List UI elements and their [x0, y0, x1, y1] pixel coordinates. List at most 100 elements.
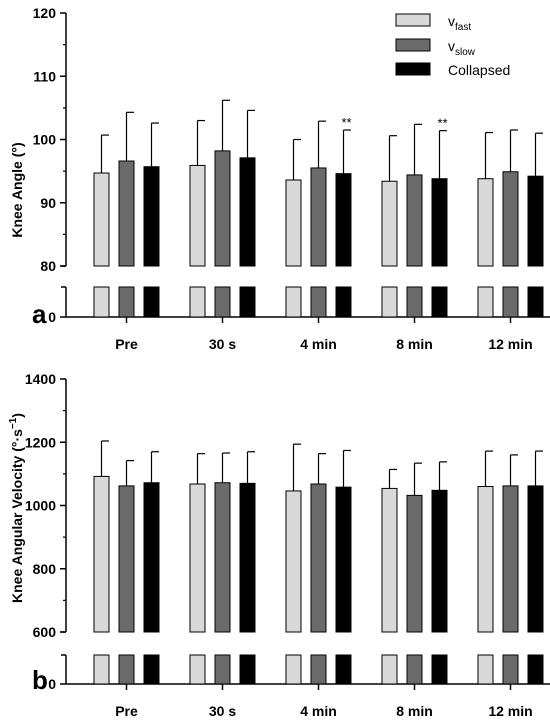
bar-stub-v-fast [477, 286, 494, 318]
bar-v-slow [118, 160, 135, 267]
legend-label-v-fast-sub: fast [455, 22, 471, 33]
bar-stub-collapsed [335, 286, 352, 318]
significance-marker: ** [341, 115, 351, 130]
y-tick-label: 80 [40, 258, 56, 274]
legend-swatch-v-slow [395, 38, 431, 52]
bar-v-slow [502, 485, 519, 633]
bar-stub-v-fast [93, 286, 110, 318]
bar-stub-v-fast [189, 654, 206, 685]
legend-label-v-slow-main: v [448, 38, 455, 54]
panel-a-y-axis-title: Knee Angle (°) [9, 142, 25, 237]
bar-v-slow [406, 494, 423, 633]
y-tick-label: 600 [33, 624, 57, 640]
bar-stub-collapsed [431, 654, 448, 685]
x-tick-label: 12 min [488, 703, 532, 719]
x-tick-label: Pre [115, 336, 138, 352]
bar-collapsed [143, 482, 160, 633]
bar-stub-collapsed [239, 654, 256, 685]
x-tick-label: 30 s [209, 336, 236, 352]
bar-stub-v-slow [214, 286, 231, 318]
bar-v-fast [93, 172, 110, 267]
legend: vfast vslow Collapsed [395, 13, 510, 78]
bar-v-fast [189, 483, 206, 633]
panel-b-y-axis-title-sup: −1 [8, 417, 19, 429]
x-tick-label: Pre [115, 703, 138, 719]
bar-stub-collapsed [527, 286, 544, 318]
bar-collapsed [143, 166, 160, 267]
bar-stub-v-slow [406, 654, 423, 685]
bar-stub-v-fast [381, 286, 398, 318]
legend-label-collapsed: Collapsed [448, 62, 510, 78]
bar-v-fast [381, 180, 398, 267]
y-tick-label-zero: 0 [48, 309, 56, 325]
legend-item-v-fast: vfast [395, 13, 471, 33]
bar-stub-v-slow [310, 654, 327, 685]
legend-swatch-v-fast [395, 13, 431, 27]
panel-b-y-axis-title-end: ) [9, 413, 25, 418]
significance-marker: ** [437, 116, 447, 131]
bar-stub-v-fast [477, 654, 494, 685]
bar-v-slow [502, 171, 519, 267]
bar-stub-collapsed [335, 654, 352, 685]
bar-stub-v-slow [406, 286, 423, 318]
y-tick-label: 110 [33, 68, 56, 84]
bar-v-fast [285, 179, 302, 267]
legend-item-v-slow: vslow [395, 38, 476, 58]
bar-stub-v-fast [189, 286, 206, 318]
bar-collapsed [335, 486, 352, 633]
bar-v-slow [118, 485, 135, 633]
bar-v-fast [477, 178, 494, 267]
bar-collapsed [431, 489, 448, 633]
bar-stub-collapsed [239, 286, 256, 318]
bar-v-fast [189, 164, 206, 267]
bar-v-fast [93, 475, 110, 633]
bar-stub-collapsed [143, 286, 160, 318]
bar-stub-v-fast [381, 654, 398, 685]
bar-stub-v-fast [93, 654, 110, 685]
x-tick-label: 4 min [300, 703, 337, 719]
panel-b-y-axis-title-main: Knee Angular Velocity (°·s [9, 429, 25, 603]
bar-stub-v-fast [285, 286, 302, 318]
bar-collapsed [335, 173, 352, 267]
y-tick-label: 1200 [25, 434, 56, 450]
legend-swatch-collapsed [395, 62, 431, 76]
bar-stub-v-fast [285, 654, 302, 685]
panel-b-letter: b [32, 665, 48, 695]
legend-label-v-slow: vslow [448, 38, 476, 58]
legend-label-v-fast: vfast [448, 13, 471, 33]
y-tick-label: 90 [40, 195, 56, 211]
bar-stub-v-slow [118, 654, 135, 685]
bar-collapsed [527, 485, 544, 633]
bar-stub-v-slow [118, 286, 135, 318]
bar-stub-v-slow [502, 286, 519, 318]
panel-b-y-axis-title: Knee Angular Velocity (°·s−1) [8, 413, 25, 603]
bar-collapsed [239, 157, 256, 267]
bar-stub-v-slow [310, 286, 327, 318]
y-tick-label: 120 [33, 5, 57, 21]
bar-v-fast [477, 486, 494, 633]
panel-b-chart: Knee Angular Velocity (°·s−1) b 1400 1200… [8, 371, 550, 719]
bar-collapsed [431, 178, 448, 267]
bar-v-fast [285, 490, 302, 633]
x-tick-label: 12 min [488, 336, 532, 352]
y-tick-label: 100 [33, 132, 57, 148]
bar-collapsed [239, 482, 256, 633]
bar-v-slow [214, 150, 231, 267]
bar-v-slow [310, 483, 327, 633]
y-tick-label: 1000 [25, 498, 56, 514]
legend-item-collapsed: Collapsed [395, 62, 510, 78]
x-tick-label: 8 min [396, 336, 433, 352]
bar-stub-collapsed [431, 286, 448, 318]
bar-v-fast [381, 487, 398, 633]
panel-a-chart: Knee Angle (°) a 120 110 100 90 80 0 Pre 30 s 4 … [9, 5, 550, 352]
y-tick-label: 800 [33, 561, 57, 577]
x-tick-label: 4 min [300, 336, 337, 352]
bar-collapsed [527, 175, 544, 267]
bar-stub-v-slow [214, 654, 231, 685]
bar-stub-collapsed [143, 654, 160, 685]
x-tick-label: 8 min [396, 703, 433, 719]
bar-v-slow [406, 174, 423, 267]
y-tick-label: 1400 [25, 371, 56, 387]
bar-stub-v-slow [502, 654, 519, 685]
